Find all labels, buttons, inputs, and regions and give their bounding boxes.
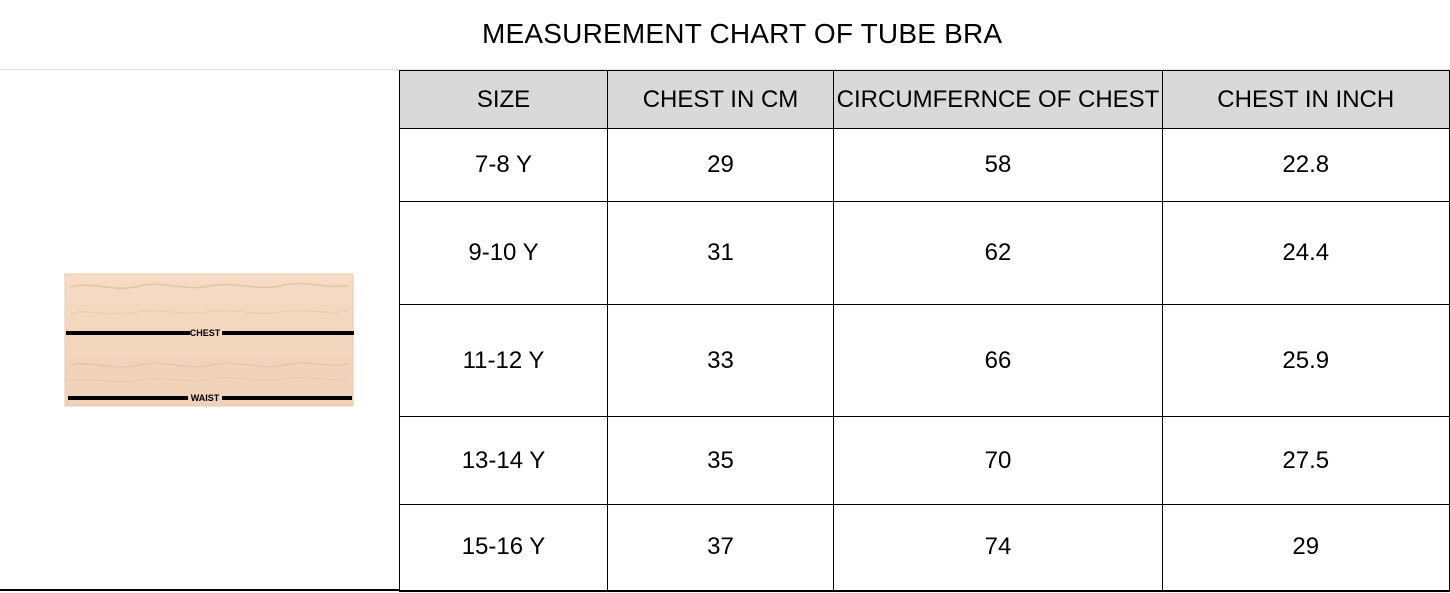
cell-chest-cm: 35: [607, 416, 834, 505]
chest-label: CHEST: [190, 328, 221, 338]
waist-label: WAIST: [191, 393, 220, 403]
cell-chest-inch: 27.5: [1162, 416, 1450, 505]
tube-bra-image: CHEST WAIST: [64, 273, 354, 407]
cell-circumference: 62: [833, 201, 1163, 305]
header-circumference: CIRCUMFERNCE OF CHEST: [833, 70, 1163, 129]
tube-bra-fabric: [64, 273, 354, 407]
cell-chest-inch: 29: [1162, 504, 1450, 592]
table-row: 13-14 Y 35 70 27.5: [399, 416, 1450, 505]
measurement-table: SIZE CHEST IN CM CIRCUMFERNCE OF CHEST C…: [399, 70, 1450, 592]
cell-circumference: 70: [833, 416, 1163, 505]
cell-chest-cm: 33: [607, 304, 834, 417]
cell-circumference: 74: [833, 504, 1163, 592]
cell-chest-cm: 29: [607, 128, 834, 202]
cell-size: 13-14 Y: [399, 416, 608, 505]
product-image-panel: CHEST WAIST: [0, 71, 399, 591]
table-row: 15-16 Y 37 74 29: [399, 504, 1450, 592]
cell-size: 11-12 Y: [399, 304, 608, 417]
cell-circumference: 58: [833, 128, 1163, 202]
table-row: 9-10 Y 31 62 24.4: [399, 201, 1450, 305]
cell-size: 9-10 Y: [399, 201, 608, 305]
cell-circumference: 66: [833, 304, 1163, 417]
header-size: SIZE: [399, 70, 608, 129]
cell-chest-inch: 22.8: [1162, 128, 1450, 202]
cell-chest-inch: 24.4: [1162, 201, 1450, 305]
chart-title-bar: MEASUREMENT CHART OF TUBE BRA: [0, 0, 1450, 70]
header-chest-inch: CHEST IN INCH: [1162, 70, 1450, 129]
cell-size: 15-16 Y: [399, 504, 608, 592]
cell-size: 7-8 Y: [399, 128, 608, 202]
header-chest-cm: CHEST IN CM: [607, 70, 834, 129]
table-row: 7-8 Y 29 58 22.8: [399, 128, 1450, 202]
cell-chest-inch: 25.9: [1162, 304, 1450, 417]
chart-title: MEASUREMENT CHART OF TUBE BRA: [482, 18, 1003, 49]
cell-chest-cm: 31: [607, 201, 834, 305]
cell-chest-cm: 37: [607, 504, 834, 592]
table-row: 11-12 Y 33 66 25.9: [399, 304, 1450, 417]
table-header-row: SIZE CHEST IN CM CIRCUMFERNCE OF CHEST C…: [399, 70, 1450, 129]
